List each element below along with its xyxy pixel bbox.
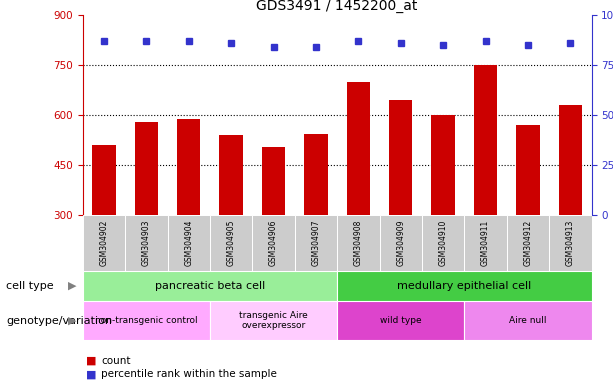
Text: medullary epithelial cell: medullary epithelial cell (397, 281, 531, 291)
Bar (93, 145, 116, 215)
Text: cell type: cell type (6, 281, 54, 291)
Bar (465, 215, 507, 271)
Text: GSM304902: GSM304902 (99, 220, 109, 266)
Bar (347, 82, 370, 215)
Bar (432, 115, 455, 215)
Text: ▶: ▶ (68, 316, 77, 326)
Text: ▶: ▶ (68, 281, 77, 291)
Text: ■: ■ (86, 356, 96, 366)
Bar (83, 215, 125, 271)
Bar (83, 301, 210, 340)
Bar (167, 215, 210, 271)
Text: transgenic Aire
overexpressor: transgenic Aire overexpressor (239, 311, 308, 330)
Text: GSM304907: GSM304907 (311, 220, 321, 266)
Text: GSM304908: GSM304908 (354, 220, 363, 266)
Bar (337, 301, 465, 340)
Text: genotype/variation: genotype/variation (6, 316, 112, 326)
Text: GSM304909: GSM304909 (396, 220, 405, 266)
Text: wild type: wild type (380, 316, 422, 325)
Text: Aire null: Aire null (509, 316, 547, 325)
Bar (389, 100, 413, 215)
Text: count: count (101, 356, 131, 366)
Bar (422, 215, 464, 271)
Bar (262, 147, 285, 215)
Bar (125, 215, 167, 271)
Bar (337, 215, 379, 271)
Bar (516, 125, 539, 215)
Bar (177, 119, 200, 215)
Text: percentile rank within the sample: percentile rank within the sample (101, 369, 277, 379)
Text: GSM304904: GSM304904 (185, 220, 193, 266)
Bar (507, 215, 549, 271)
Bar (464, 301, 592, 340)
Text: GSM304913: GSM304913 (566, 220, 575, 266)
Bar (135, 122, 158, 215)
Bar (295, 215, 337, 271)
Text: GSM304910: GSM304910 (439, 220, 447, 266)
Text: pancreatic beta cell: pancreatic beta cell (155, 281, 265, 291)
Bar (379, 215, 422, 271)
Text: GSM304911: GSM304911 (481, 220, 490, 266)
Bar (219, 135, 243, 215)
Bar (549, 215, 592, 271)
Text: GSM304905: GSM304905 (227, 220, 235, 266)
Bar (558, 105, 582, 215)
Bar (83, 271, 337, 301)
Bar (304, 134, 327, 215)
Text: non-transgenic control: non-transgenic control (95, 316, 197, 325)
Text: GSM304906: GSM304906 (269, 220, 278, 266)
Text: GSM304903: GSM304903 (142, 220, 151, 266)
Bar (253, 215, 295, 271)
Bar (474, 65, 497, 215)
Title: GDS3491 / 1452200_at: GDS3491 / 1452200_at (256, 0, 418, 13)
Bar (210, 215, 253, 271)
Text: ■: ■ (86, 369, 96, 379)
Text: GSM304912: GSM304912 (524, 220, 533, 266)
Bar (337, 271, 592, 301)
Bar (210, 301, 337, 340)
